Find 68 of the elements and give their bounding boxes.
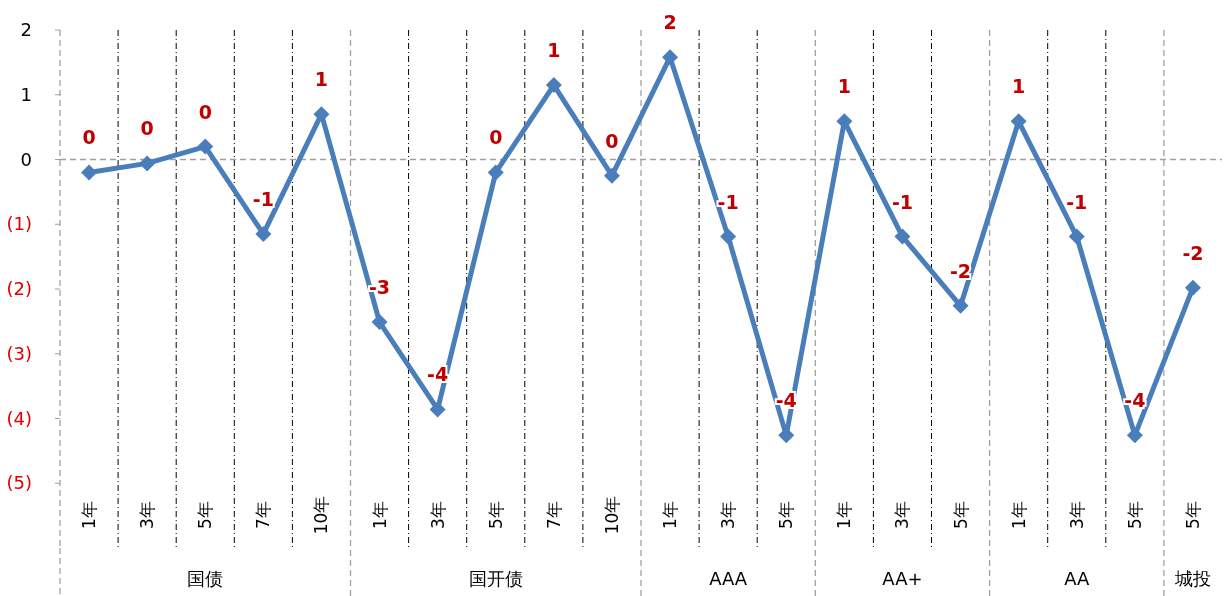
data-label: -1 (717, 190, 739, 213)
x-tick-label: 7年 (253, 501, 274, 529)
data-label: 0 (140, 117, 154, 140)
x-tick-label: 10年 (601, 495, 622, 535)
data-label: -1 (252, 187, 274, 210)
x-tick-label: 3年 (427, 501, 448, 529)
data-label: -2 (950, 259, 972, 282)
x-tick-label: 1年 (1008, 501, 1029, 529)
point (603, 167, 620, 184)
point (371, 314, 388, 331)
point (313, 106, 330, 123)
text: AA (1064, 568, 1090, 589)
text: AAA (709, 568, 748, 589)
point (1184, 279, 1201, 296)
point (139, 155, 156, 172)
y-tick-label: (4) (6, 407, 32, 429)
y-tick-label: 0 (20, 148, 32, 170)
point (487, 164, 504, 181)
x-tick-label: 1年 (660, 501, 681, 529)
x-tick-label: 10年 (311, 495, 332, 535)
y-tick-label: (2) (6, 278, 32, 299)
data-label: 1 (1012, 75, 1026, 98)
point (255, 225, 272, 242)
point (1126, 427, 1143, 444)
point (894, 228, 911, 245)
x-tick-label: 5年 (195, 501, 216, 529)
text: 城投 (1173, 568, 1211, 589)
point (197, 138, 214, 155)
point (81, 164, 98, 181)
text: AA+ (882, 568, 923, 589)
x-tick-label: 5年 (485, 501, 506, 529)
x-tick-label: 3年 (718, 501, 739, 529)
x-tick-label: 5年 (1124, 501, 1145, 529)
data-label: 1 (547, 39, 561, 62)
point (662, 49, 679, 66)
text: 国开债 (468, 568, 523, 589)
point (1010, 113, 1027, 130)
x-tick-label: 7年 (543, 501, 564, 529)
data-label: 0 (82, 126, 96, 149)
point (545, 77, 562, 94)
data-label: -2 (1182, 241, 1204, 264)
data-label: -1 (891, 190, 913, 213)
data-label: 0 (605, 129, 619, 152)
data-label: 1 (837, 75, 851, 98)
x-tick-label: 1年 (369, 501, 390, 529)
x-tick-label: 3年 (892, 501, 913, 529)
y-tick-label: (5) (6, 472, 32, 494)
x-tick-label: 1年 (834, 501, 855, 529)
x-tick-label: 3年 (137, 501, 158, 529)
point (720, 228, 737, 245)
data-label: 1 (314, 68, 329, 91)
data-label: 2 (663, 11, 677, 34)
data-label: 0 (489, 126, 503, 149)
text: 国债 (187, 568, 224, 589)
x-tick-label: 5年 (1182, 501, 1203, 529)
point (952, 297, 969, 314)
y-tick-label: (3) (6, 342, 32, 364)
y-tick-label: (1) (6, 213, 32, 235)
data-label: -1 (1066, 190, 1088, 213)
y-tick-label: 2 (20, 19, 32, 40)
point (1068, 228, 1085, 245)
x-tick-label: 5年 (950, 501, 971, 529)
x-tick-label: 1年 (79, 501, 100, 529)
x-tick-label: 5年 (776, 501, 797, 529)
data-label: 0 (198, 100, 212, 123)
y-tick-label: 1 (20, 83, 32, 105)
x-tick-label: 3年 (1066, 501, 1087, 529)
point (429, 401, 446, 418)
